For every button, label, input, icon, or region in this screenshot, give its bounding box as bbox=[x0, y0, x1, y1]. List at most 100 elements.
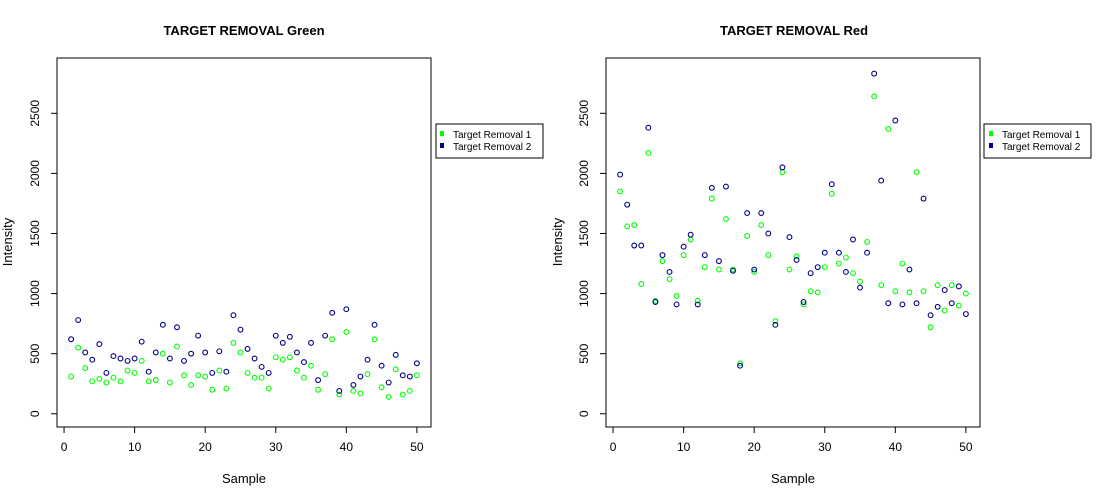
data-point-series-1 bbox=[631, 222, 638, 229]
data-point-series-1 bbox=[279, 356, 286, 363]
y-tick-label: 2500 bbox=[28, 100, 42, 127]
data-point-series-1 bbox=[680, 252, 687, 259]
x-tick-label: 40 bbox=[889, 440, 903, 454]
data-point-series-2 bbox=[251, 355, 258, 362]
legend-swatch-series-1 bbox=[989, 131, 993, 136]
legend-label-series-2: Target Removal 2 bbox=[1002, 142, 1081, 153]
data-point-series-1 bbox=[948, 282, 955, 289]
data-point-series-2 bbox=[899, 301, 906, 308]
data-point-series-2 bbox=[392, 351, 399, 358]
y-tick-label: 0 bbox=[577, 410, 591, 417]
data-point-series-2 bbox=[821, 249, 828, 256]
data-point-series-1 bbox=[645, 150, 652, 156]
data-point-series-2 bbox=[272, 332, 279, 339]
data-point-series-2 bbox=[723, 183, 729, 190]
data-point-series-2 bbox=[230, 312, 237, 319]
data-point-series-1 bbox=[399, 391, 406, 398]
data-point-series-1 bbox=[821, 264, 828, 271]
data-point-series-2 bbox=[913, 300, 920, 307]
data-point-series-2 bbox=[124, 357, 131, 364]
data-point-series-2 bbox=[730, 267, 736, 274]
data-point-series-1 bbox=[673, 293, 680, 299]
data-point-series-2 bbox=[188, 350, 195, 357]
data-point-series-2 bbox=[75, 317, 82, 323]
plot-frame bbox=[56, 57, 432, 428]
data-point-series-1 bbox=[138, 357, 145, 364]
data-point-series-1 bbox=[89, 378, 96, 385]
y-tick-label: 2500 bbox=[577, 100, 591, 127]
data-point-series-1 bbox=[708, 195, 715, 202]
data-point-series-2 bbox=[117, 355, 124, 362]
data-point-series-1 bbox=[385, 394, 392, 400]
data-point-series-2 bbox=[715, 258, 722, 265]
data-point-series-2 bbox=[131, 355, 138, 362]
data-point-series-1 bbox=[329, 336, 336, 343]
data-point-series-2 bbox=[152, 349, 159, 356]
data-point-series-1 bbox=[96, 375, 103, 382]
data-point-series-2 bbox=[174, 324, 180, 331]
data-point-series-1 bbox=[152, 377, 159, 384]
data-point-series-1 bbox=[941, 307, 948, 314]
x-tick-label: 30 bbox=[818, 440, 832, 454]
data-point-series-1 bbox=[715, 266, 722, 273]
data-point-series-1 bbox=[308, 362, 314, 369]
data-point-series-2 bbox=[617, 171, 624, 178]
data-point-series-2 bbox=[195, 332, 202, 339]
data-point-series-2 bbox=[835, 249, 842, 256]
data-point-series-2 bbox=[159, 321, 166, 328]
data-point-series-1 bbox=[301, 374, 307, 381]
data-point-series-2 bbox=[652, 299, 659, 305]
data-point-series-1 bbox=[758, 222, 765, 229]
data-point-series-1 bbox=[828, 190, 835, 197]
data-point-series-2 bbox=[666, 268, 673, 275]
y-tick-label: 1500 bbox=[577, 220, 591, 247]
data-point-series-1 bbox=[103, 379, 110, 386]
data-point-series-2 bbox=[406, 373, 413, 380]
y-tick-label: 2000 bbox=[28, 160, 42, 187]
data-point-series-2 bbox=[385, 379, 392, 386]
data-point-series-2 bbox=[343, 306, 350, 313]
x-tick-label: 50 bbox=[959, 440, 973, 454]
data-points bbox=[68, 306, 420, 400]
data-point-series-1 bbox=[934, 282, 941, 289]
data-point-series-2 bbox=[638, 242, 645, 249]
data-point-series-2 bbox=[906, 266, 913, 273]
data-point-series-1 bbox=[286, 354, 293, 361]
data-point-series-1 bbox=[230, 339, 237, 346]
data-point-series-2 bbox=[237, 326, 244, 333]
data-point-series-2 bbox=[68, 336, 75, 343]
data-point-series-2 bbox=[308, 339, 314, 346]
data-point-series-1 bbox=[835, 260, 842, 267]
data-point-series-2 bbox=[737, 362, 744, 369]
data-point-series-1 bbox=[209, 386, 216, 393]
data-point-series-2 bbox=[948, 300, 955, 307]
data-point-series-1 bbox=[701, 264, 708, 271]
data-point-series-2 bbox=[680, 243, 687, 250]
data-point-series-1 bbox=[779, 169, 786, 176]
data-point-series-2 bbox=[772, 321, 779, 328]
data-point-series-2 bbox=[371, 321, 378, 328]
data-point-series-1 bbox=[357, 390, 364, 397]
data-point-series-2 bbox=[751, 266, 758, 273]
x-tick-label: 30 bbox=[269, 440, 283, 454]
data-point-series-2 bbox=[209, 369, 216, 376]
data-point-series-2 bbox=[878, 177, 885, 184]
y-tick-label: 500 bbox=[577, 343, 591, 363]
data-point-series-2 bbox=[202, 349, 209, 356]
data-point-series-1 bbox=[195, 372, 202, 379]
x-tick-label: 0 bbox=[610, 440, 617, 454]
x-tick-label: 10 bbox=[128, 440, 142, 454]
data-point-series-1 bbox=[258, 374, 265, 381]
data-point-series-1 bbox=[265, 385, 272, 392]
data-point-series-2 bbox=[244, 345, 251, 352]
data-point-series-1 bbox=[906, 289, 913, 296]
data-point-series-1 bbox=[413, 372, 420, 379]
legend-swatch-series-2 bbox=[440, 143, 444, 148]
data-point-series-1 bbox=[188, 381, 195, 388]
data-point-series-2 bbox=[708, 184, 715, 191]
data-point-series-1 bbox=[765, 252, 772, 259]
data-point-series-1 bbox=[110, 374, 117, 381]
data-point-series-2 bbox=[842, 268, 849, 275]
data-point-series-1 bbox=[793, 253, 800, 260]
